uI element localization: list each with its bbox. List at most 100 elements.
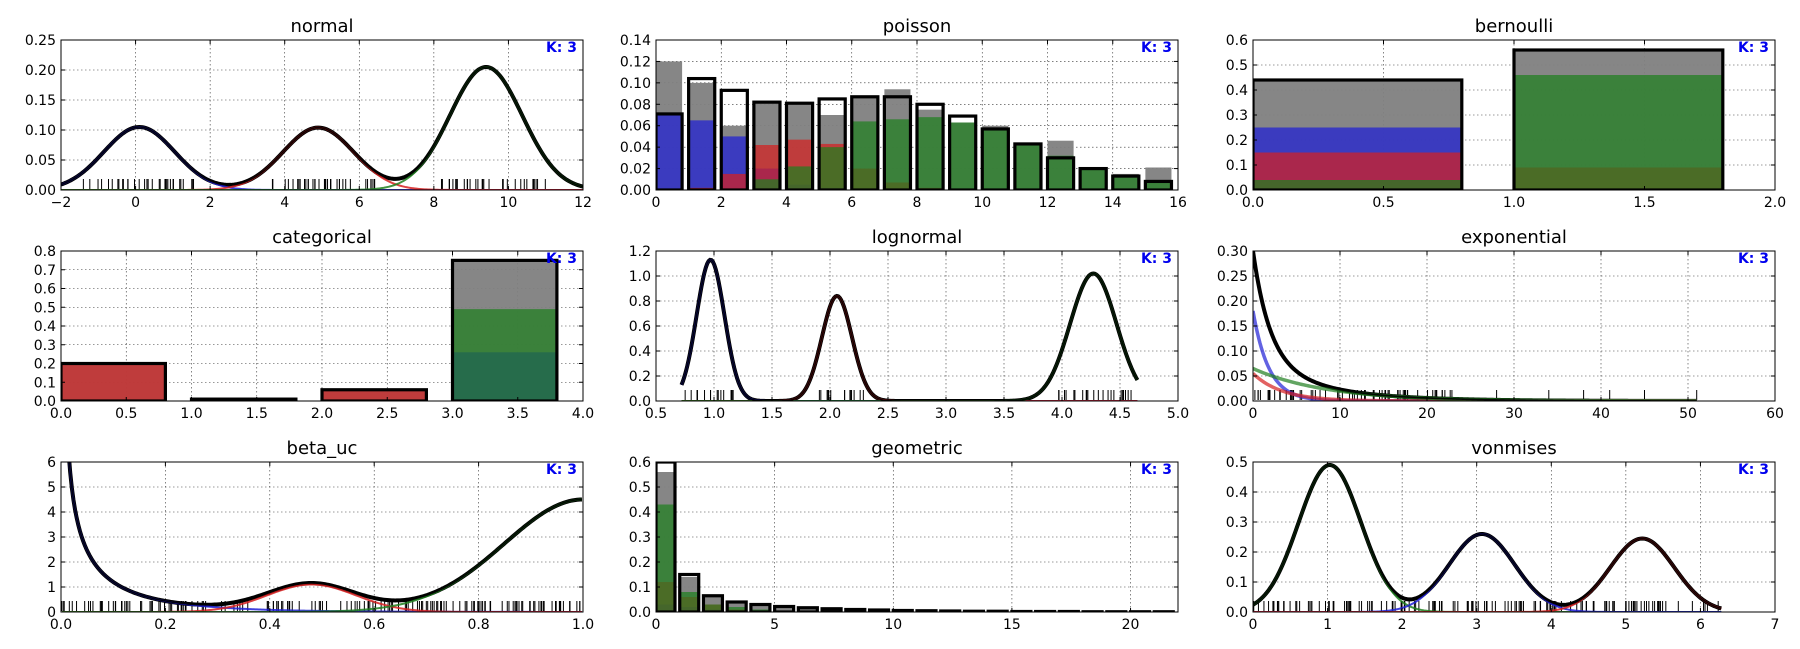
y-tick-label: 0.02 xyxy=(620,162,651,178)
bar-green xyxy=(727,607,747,612)
y-tick-label: 0.05 xyxy=(25,153,56,169)
bar-model xyxy=(725,600,748,612)
x-tick-label: 1.0 xyxy=(180,406,202,422)
y-tick-label: 4 xyxy=(47,505,56,521)
x-tick-label: 0 xyxy=(652,617,661,633)
x-tick-label: 20 xyxy=(1418,406,1436,422)
k-label: K: 3 xyxy=(546,251,577,267)
bar-model xyxy=(1143,179,1174,190)
bar-model xyxy=(844,607,867,612)
x-tick-label: 1.5 xyxy=(246,406,268,422)
bar-green xyxy=(884,119,911,190)
y-tick-label: 0.10 xyxy=(620,76,651,92)
panel-normal: normal −2 0 2 4 6 8 10 12 0.00 0.05 0.10 0.15 0.20 0.2… xyxy=(25,16,592,211)
bar-green xyxy=(1112,177,1139,190)
x-tick-label: 2.5 xyxy=(376,406,398,422)
x-tick-label: 5 xyxy=(770,617,779,633)
bar-model xyxy=(678,572,701,612)
ticks: 0 2 4 6 8 10 12 14 16 0.00 0.02 0.04 0.06 0.08 0.10 0.1… xyxy=(620,33,1187,211)
y-tick-label: 0.20 xyxy=(25,63,56,79)
x-tick-label: 0.0 xyxy=(50,617,72,633)
bar-green xyxy=(452,309,557,401)
x-tick-label: 4 xyxy=(280,195,289,211)
y-tick-label: 0 xyxy=(47,605,56,621)
bar-model xyxy=(656,112,684,190)
k-label: K: 3 xyxy=(546,40,577,56)
y-tick-label: 0.8 xyxy=(629,294,651,310)
bar-green xyxy=(703,604,723,612)
chart-title: geometric xyxy=(871,438,962,459)
x-tick-label: 7 xyxy=(1771,617,1780,633)
bar-green xyxy=(1080,168,1107,190)
y-tick-label: 0.08 xyxy=(620,97,651,113)
ticks: 0.0 0.2 0.4 0.6 0.8 1.0 0 1 2 3 4 5 6 xyxy=(47,455,594,633)
ticks: −2 0 2 4 6 8 10 12 0.00 0.05 0.10 0.15 0.20 0.25 xyxy=(25,33,592,211)
x-tick-label: 60 xyxy=(1766,406,1784,422)
x-tick-label: 0 xyxy=(1249,406,1258,422)
bar-empirical xyxy=(798,608,818,612)
x-tick-label: 0.0 xyxy=(50,406,72,422)
y-tick-label: 0.6 xyxy=(629,319,651,335)
chart-title: exponential xyxy=(1461,227,1567,248)
panel-vonmises: vonmises 0 1 2 3 4 5 6 7 0.0 0.1 0.2 0.3 0.4 0.5 K: 3 xyxy=(1226,438,1780,633)
y-tick-label: 0.2 xyxy=(629,369,651,385)
bar-green xyxy=(656,504,675,612)
y-tick-label: 0.4 xyxy=(629,344,651,360)
y-tick-label: 0.10 xyxy=(25,123,56,139)
x-tick-label: 14 xyxy=(1104,195,1122,211)
panel-exponential: exponential 0 10 20 30 40 50 60 0.00 0.05 0.10 0.15… xyxy=(1217,227,1784,422)
x-tick-label: 2 xyxy=(206,195,215,211)
x-tick-label: 6 xyxy=(1696,617,1705,633)
plot-area xyxy=(679,257,1140,401)
y-tick-label: 0.0 xyxy=(1226,183,1248,199)
x-tick-label: 2 xyxy=(717,195,726,211)
chart-title: poisson xyxy=(883,16,952,37)
y-tick-label: 3 xyxy=(47,530,56,546)
y-tick-label: 0.5 xyxy=(1226,455,1248,471)
x-tick-label: 4.0 xyxy=(572,406,594,422)
x-tick-label: 0.5 xyxy=(645,406,667,422)
ticks: 0 5 10 15 20 0.0 0.1 0.2 0.3 0.4 0.5 0.6 xyxy=(629,455,1178,633)
bar-model xyxy=(719,88,749,190)
x-tick-label: 12 xyxy=(1039,195,1057,211)
x-tick-label: 2.5 xyxy=(877,406,899,422)
grid xyxy=(1253,462,1775,612)
y-tick-label: 0.1 xyxy=(34,375,56,391)
panel-poisson: poisson 0 2 4 6 8 10 12 14 16 0.00 0.02 0.04 0.06 0.08… xyxy=(620,16,1187,211)
x-tick-label: 2.0 xyxy=(819,406,841,422)
grid xyxy=(61,462,583,612)
chart-title: vonmises xyxy=(1471,438,1556,459)
x-tick-label: 0 xyxy=(131,195,140,211)
k-label: K: 3 xyxy=(1738,40,1769,56)
y-tick-label: 0.0 xyxy=(1226,605,1248,621)
plot-area xyxy=(61,65,583,190)
chart-title: normal xyxy=(290,16,353,37)
k-label: K: 3 xyxy=(1738,462,1769,478)
x-tick-label: 16 xyxy=(1169,195,1187,211)
k-label: K: 3 xyxy=(546,462,577,478)
x-tick-label: 2.0 xyxy=(311,406,333,422)
bar-green xyxy=(851,121,878,190)
chart-title: lognormal xyxy=(872,227,963,248)
plot-area xyxy=(1253,463,1722,612)
x-tick-label: 3.0 xyxy=(935,406,957,422)
x-tick-label: 4.0 xyxy=(1051,406,1073,422)
y-tick-label: 0.5 xyxy=(34,300,56,316)
grid xyxy=(61,251,583,401)
x-tick-label: 0.4 xyxy=(259,617,281,633)
y-tick-label: 0.04 xyxy=(620,140,651,156)
x-tick-label: 50 xyxy=(1679,406,1697,422)
x-tick-label: −2 xyxy=(51,195,72,211)
x-tick-label: 1.0 xyxy=(572,617,594,633)
line-red xyxy=(1253,537,1722,612)
y-tick-label: 0.15 xyxy=(25,93,56,109)
x-tick-label: 8 xyxy=(429,195,438,211)
x-tick-label: 0 xyxy=(652,195,661,211)
plot-area xyxy=(61,258,559,401)
y-tick-label: 0.4 xyxy=(34,319,56,335)
bar-green xyxy=(753,179,780,190)
bar-model xyxy=(320,388,429,401)
y-tick-label: 1 xyxy=(47,580,56,596)
